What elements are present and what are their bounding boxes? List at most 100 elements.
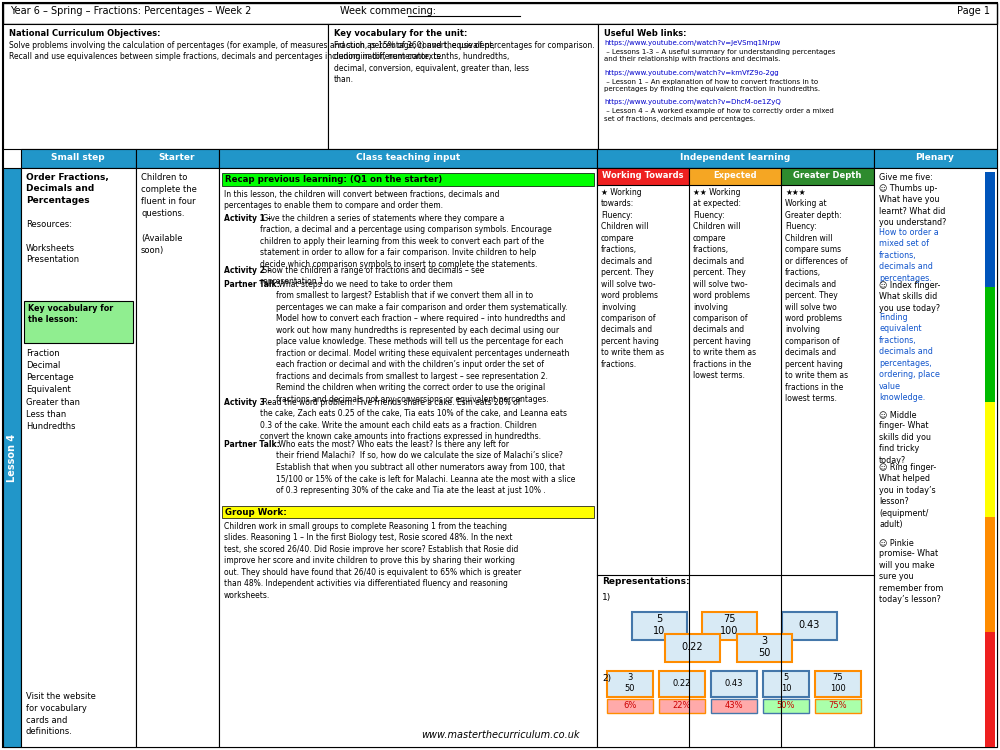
Text: 75
100: 75 100 [720, 614, 738, 636]
Text: 0.43: 0.43 [798, 620, 820, 630]
Text: – Lesson 4 – A worked example of how to correctly order a mixed
set of fractions: – Lesson 4 – A worked example of how to … [604, 108, 834, 122]
Text: 3
50: 3 50 [625, 673, 635, 693]
Text: 75
100: 75 100 [830, 673, 846, 693]
Text: https://www.youtube.com/watch?v=DhcM-oe1ZyQ: https://www.youtube.com/watch?v=DhcM-oe1… [604, 99, 781, 105]
Text: Useful Web links:: Useful Web links: [604, 29, 686, 38]
Bar [607, 671, 653, 697]
Text: Group Work:: Group Work: [225, 508, 287, 517]
Text: 50%: 50% [777, 701, 795, 710]
Text: Finding
equivalent
fractions,
decimals and
percentages,
ordering, place
value
kn: Finding equivalent fractions, decimals a… [879, 313, 940, 402]
Text: Partner Talk:: Partner Talk: [224, 440, 280, 449]
Text: Key vocabulary for the unit:: Key vocabulary for the unit: [334, 29, 467, 38]
Bar [598, 24, 997, 149]
Text: 0.22: 0.22 [681, 642, 703, 652]
Text: – Lesson 1 – An explanation of how to convert fractions in to
percentages by fin: – Lesson 1 – An explanation of how to co… [604, 79, 820, 92]
Bar [985, 517, 995, 632]
Text: Show the children a range of fractions and decimals – see
representation 1.: Show the children a range of fractions a… [260, 266, 484, 286]
Text: Children to
complete the
fluent in four
questions.

(Available
soon): Children to complete the fluent in four … [141, 173, 197, 255]
Text: Expected: Expected [713, 172, 757, 181]
Text: ★★ Working
at expected:
Fluency:
Children will
compare
fractions,
decimals and
p: ★★ Working at expected: Fluency: Childre… [693, 188, 756, 380]
Bar [985, 632, 995, 747]
Bar [737, 634, 792, 662]
Bar [702, 612, 757, 640]
Bar [3, 168, 21, 747]
Text: ★★★
Working at
Greater depth:
Fluency:
Children will
compare sums
or differences: ★★★ Working at Greater depth: Fluency: C… [785, 188, 848, 403]
Bar [328, 24, 598, 149]
Bar [874, 168, 997, 747]
Text: Plenary: Plenary [916, 154, 954, 163]
Bar [659, 671, 705, 697]
Text: ☺ Ring finger-
What helped
you in today’s
lesson?
(equipment/
adult): ☺ Ring finger- What helped you in today’… [879, 463, 936, 530]
Bar [985, 287, 995, 402]
Text: Working Towards: Working Towards [602, 172, 684, 181]
Bar [222, 506, 594, 518]
Text: ★ Working
towards:
Fluency:
Children will
compare
fractions,
decimals and
percen: ★ Working towards: Fluency: Children wil… [601, 188, 664, 369]
Text: https://www.youtube.com/watch?v=kmVfZ9o-2gg: https://www.youtube.com/watch?v=kmVfZ9o-… [604, 70, 779, 76]
Text: Fraction
Decimal
Percentage
Equivalent
Greater than
Less than
Hundredths: Fraction Decimal Percentage Equivalent G… [26, 349, 80, 431]
Bar [597, 168, 874, 747]
Bar [659, 699, 705, 713]
Text: 0.43: 0.43 [725, 679, 743, 688]
Text: Starter: Starter [159, 154, 195, 163]
Text: Recap previous learning: (Q1 on the starter): Recap previous learning: (Q1 on the star… [225, 175, 442, 184]
Text: 22%: 22% [673, 701, 691, 710]
Bar [24, 301, 133, 343]
Bar [763, 699, 809, 713]
Text: Fraction, percentage, convert, equivalent,
denominator, numerator, tenths, hundr: Fraction, percentage, convert, equivalen… [334, 41, 529, 84]
Bar [632, 612, 687, 640]
Text: Give me five:: Give me five: [879, 173, 933, 182]
Bar [781, 168, 874, 185]
Text: Lesson 4: Lesson 4 [7, 434, 17, 482]
Bar [219, 168, 597, 747]
Text: Partner Talk:: Partner Talk: [224, 280, 280, 289]
Text: How to order a
mixed set of
fractions,
decimals and
percentages.: How to order a mixed set of fractions, d… [879, 228, 939, 283]
Text: 2): 2) [602, 674, 611, 683]
Text: Class teaching input: Class teaching input [356, 154, 460, 163]
Text: Year 6 – Spring – Fractions: Percentages – Week 2: Year 6 – Spring – Fractions: Percentages… [10, 6, 251, 16]
Bar [21, 149, 136, 168]
Text: What steps do we need to take to order them
from smallest to largest? Establish : What steps do we need to take to order t… [276, 280, 569, 404]
Text: 0.22: 0.22 [673, 679, 691, 688]
Text: https://www.youtube.com/watch?v=JeVSmq1Nrpw: https://www.youtube.com/watch?v=JeVSmq1N… [604, 40, 780, 46]
Text: Read the word problem: Five friends share a cake. Esin eats 20% of
the cake, Zac: Read the word problem: Five friends shar… [260, 398, 567, 441]
Text: Children work in small groups to complete Reasoning 1 from the teaching
slides. : Children work in small groups to complet… [224, 522, 521, 600]
Bar [136, 149, 219, 168]
Bar [763, 671, 809, 697]
Bar [689, 168, 781, 185]
Bar [222, 173, 594, 186]
Text: Visit the website
for vocabulary
cards and
definitions.: Visit the website for vocabulary cards a… [26, 692, 96, 736]
Text: Greater Depth: Greater Depth [793, 172, 861, 181]
Bar [665, 634, 720, 662]
Bar [782, 612, 837, 640]
Text: 75%: 75% [829, 701, 847, 710]
Bar [136, 168, 219, 747]
Text: ☺ Thumbs up-
What have you
learnt? What did
you understand?: ☺ Thumbs up- What have you learnt? What … [879, 184, 946, 227]
Text: 1): 1) [602, 593, 611, 602]
Text: National Curriculum Objectives:: National Curriculum Objectives: [9, 29, 160, 38]
Text: Give the children a series of statements where they compare a
fraction, a decima: Give the children a series of statements… [260, 214, 552, 268]
Bar [3, 3, 997, 24]
Bar [711, 699, 757, 713]
Bar [985, 402, 995, 517]
Text: 5
10: 5 10 [653, 614, 665, 636]
Text: Activity 1 –: Activity 1 – [224, 214, 271, 223]
Bar [874, 149, 997, 168]
Text: Activity 3 –: Activity 3 – [224, 398, 271, 407]
Bar [219, 149, 597, 168]
Text: 6%: 6% [623, 701, 637, 710]
Text: 43%: 43% [725, 701, 743, 710]
Bar [3, 24, 328, 149]
Text: Representations:: Representations: [602, 577, 690, 586]
Text: ☺ Middle
finger- What
skills did you
find tricky
today?: ☺ Middle finger- What skills did you fin… [879, 410, 931, 465]
Bar [815, 671, 861, 697]
Text: 3
50: 3 50 [758, 636, 770, 658]
Bar [607, 699, 653, 713]
Text: Week commencing:: Week commencing: [340, 6, 436, 16]
Bar [985, 172, 995, 287]
Text: ☺ Index finger-
What skills did
you use today?: ☺ Index finger- What skills did you use … [879, 281, 940, 313]
Bar [597, 149, 874, 168]
Text: Activity 2 –: Activity 2 – [224, 266, 271, 275]
Text: 5
10: 5 10 [781, 673, 791, 693]
Bar [597, 168, 689, 185]
Text: – Lessons 1-3 – A useful summary for understanding percentages
and their relatio: – Lessons 1-3 – A useful summary for und… [604, 49, 835, 62]
